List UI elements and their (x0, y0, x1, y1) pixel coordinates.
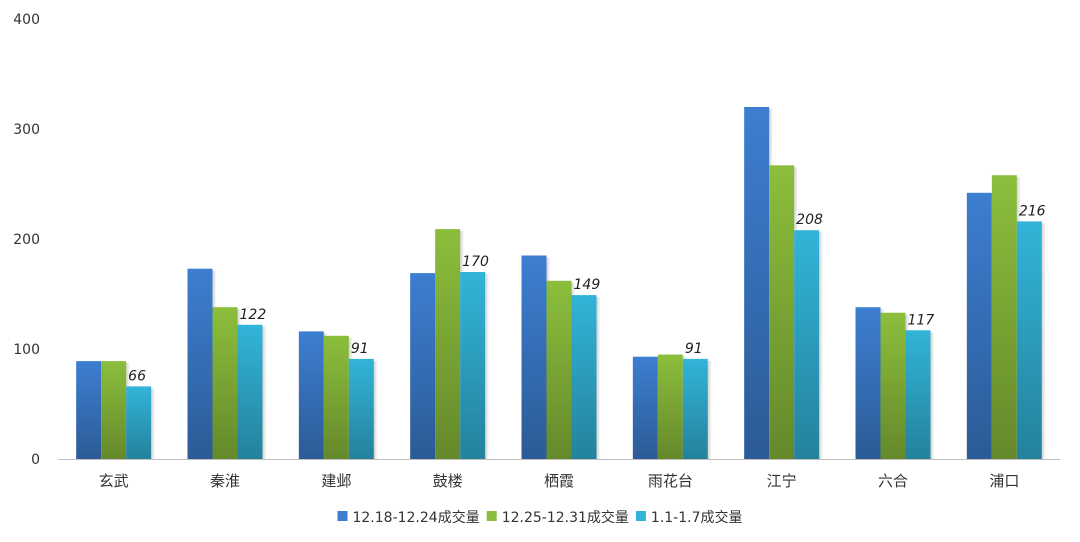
data-label: 216 (1019, 203, 1046, 219)
y-axis: 0 100 200 300 400 (13, 12, 40, 468)
x-tick-label: 六合 (878, 472, 908, 490)
bar-3 (571, 295, 597, 459)
x-tick-label: 秦淮 (210, 472, 240, 490)
bar-2 (769, 165, 795, 460)
data-label: 91 (351, 341, 369, 357)
bar-2 (546, 280, 572, 459)
bar-3 (1016, 221, 1042, 459)
bar-2 (435, 229, 461, 459)
x-tick-label: 栖霞 (544, 472, 574, 490)
bar-1 (744, 107, 770, 459)
legend-swatch (635, 511, 646, 521)
bars (76, 107, 1046, 460)
bar-1 (521, 255, 547, 459)
y-tick-label: 100 (13, 342, 40, 358)
bar-1 (298, 331, 324, 459)
data-label: 208 (796, 212, 823, 228)
bar-3 (126, 386, 152, 459)
bar-3 (682, 358, 708, 459)
data-label: 66 (128, 368, 146, 384)
bar-shadow (373, 360, 378, 459)
legend-label: 1.1-1.7成交量 (651, 509, 743, 526)
y-tick-label: 200 (13, 232, 40, 248)
x-tick-label: 江宁 (767, 472, 797, 490)
bar-1 (966, 192, 992, 460)
x-tick-label: 鼓楼 (433, 472, 463, 490)
bar-shadow (819, 232, 824, 459)
bar-shadow (596, 297, 601, 459)
bar-2 (657, 354, 683, 459)
y-tick-label: 0 (31, 452, 40, 468)
y-tick-label: 400 (13, 12, 40, 28)
bar-shadow (151, 388, 156, 459)
y-tick-label: 300 (13, 122, 40, 138)
x-tick-label: 建邺 (321, 472, 351, 490)
x-tick-label: 浦口 (989, 472, 1019, 490)
legend-label: 12.25-12.31成交量 (502, 509, 629, 526)
bar-3 (905, 330, 931, 459)
legend-label: 12.18-12.24成交量 (352, 509, 479, 526)
bar-2 (212, 307, 238, 459)
bar-1 (632, 356, 658, 459)
x-tick-label: 雨花台 (648, 472, 693, 490)
bar-3 (348, 358, 374, 459)
bar-2 (323, 335, 349, 459)
bar-2 (101, 361, 127, 459)
bar-3 (237, 324, 263, 459)
bar-shadow (262, 326, 267, 459)
bar-3 (794, 230, 820, 459)
legend-swatch (486, 511, 497, 521)
legend-swatch (337, 511, 348, 521)
bar-shadow (1041, 223, 1046, 459)
bar-1 (76, 361, 102, 459)
bar-2 (991, 175, 1017, 459)
bar-3 (460, 272, 486, 459)
x-axis-labels: 玄武 秦淮 建邺 鼓楼 栖霞 雨花台 江宁 六合 浦口 (99, 472, 1020, 490)
data-labels: 66 122 91 170 149 91 208 117 216 (128, 203, 1045, 384)
bar-shadow (485, 274, 490, 459)
data-label: 91 (685, 341, 703, 357)
bar-1 (410, 273, 436, 459)
data-label: 149 (574, 277, 601, 293)
x-tick-label: 玄武 (99, 472, 129, 490)
data-label: 117 (908, 312, 935, 328)
data-label: 170 (462, 254, 489, 270)
data-label: 122 (240, 307, 267, 323)
bar-1 (187, 268, 213, 459)
bar-1 (855, 307, 881, 459)
legend: 12.18-12.24成交量 12.25-12.31成交量 1.1-1.7成交量 (337, 509, 743, 526)
bar-shadow (930, 332, 935, 459)
bar-shadow (707, 360, 712, 459)
bar-2 (880, 312, 906, 459)
